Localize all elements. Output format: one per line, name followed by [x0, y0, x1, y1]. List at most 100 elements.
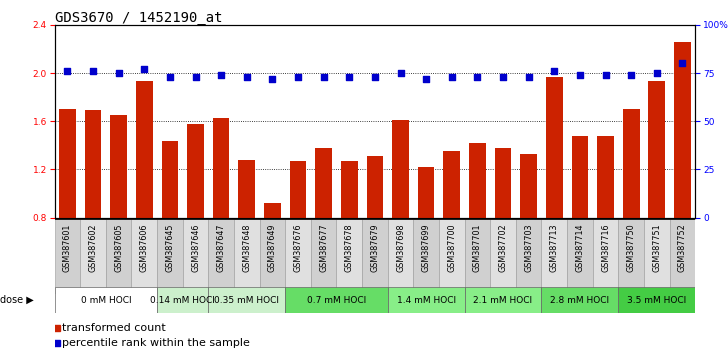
Bar [623, 109, 639, 314]
Text: 2.1 mM HOCl: 2.1 mM HOCl [473, 296, 533, 304]
Bar [55, 219, 80, 294]
Text: GSM387602: GSM387602 [89, 223, 98, 272]
Text: GSM387751: GSM387751 [652, 223, 661, 272]
Bar [341, 161, 357, 314]
Text: GSM387698: GSM387698 [396, 223, 405, 272]
Point [113, 70, 124, 76]
Bar [464, 287, 542, 313]
Bar [388, 219, 414, 294]
Bar [542, 219, 567, 294]
Text: 3.5 mM HOCl: 3.5 mM HOCl [628, 296, 687, 304]
Bar [162, 141, 178, 314]
Text: 0 mM HOCl: 0 mM HOCl [81, 296, 131, 304]
Point [87, 68, 99, 74]
Bar [469, 143, 486, 314]
Text: GSM387646: GSM387646 [191, 223, 200, 272]
Point [523, 74, 534, 80]
Text: GSM387648: GSM387648 [242, 223, 251, 272]
Bar [208, 287, 285, 313]
Point [164, 74, 175, 80]
Point [497, 74, 509, 80]
Bar [439, 219, 464, 294]
Bar [670, 219, 695, 294]
Bar [593, 219, 618, 294]
Bar [418, 167, 435, 314]
Text: GDS3670 / 1452190_at: GDS3670 / 1452190_at [55, 11, 222, 25]
Bar [443, 152, 460, 314]
Text: GSM387649: GSM387649 [268, 223, 277, 272]
Bar [234, 219, 260, 294]
Bar [649, 81, 665, 314]
Text: 0.35 mM HOCl: 0.35 mM HOCl [214, 296, 280, 304]
Point [395, 70, 406, 76]
Bar [84, 110, 101, 314]
Bar [260, 219, 285, 294]
Bar [132, 219, 157, 294]
Bar [674, 42, 691, 314]
Bar [336, 219, 362, 294]
Bar [495, 148, 511, 314]
Point [215, 72, 227, 78]
Point [420, 76, 432, 82]
Point [241, 74, 253, 80]
Text: GSM387752: GSM387752 [678, 223, 687, 272]
Text: GSM387647: GSM387647 [217, 223, 226, 272]
Text: GSM387702: GSM387702 [499, 223, 507, 272]
Text: GSM387678: GSM387678 [345, 223, 354, 272]
Point [446, 74, 458, 80]
Bar [80, 219, 106, 294]
Point [138, 66, 150, 72]
Text: GSM387699: GSM387699 [422, 223, 431, 272]
Bar [59, 109, 76, 314]
Point [472, 74, 483, 80]
Text: GSM387714: GSM387714 [575, 223, 585, 272]
Bar [315, 148, 332, 314]
Text: GSM387750: GSM387750 [627, 223, 636, 272]
Bar [516, 219, 542, 294]
Point [676, 61, 688, 66]
Bar [618, 287, 695, 313]
Bar [264, 203, 281, 314]
Text: GSM387605: GSM387605 [114, 223, 123, 272]
Point [574, 72, 586, 78]
Point [548, 68, 560, 74]
Text: dose ▶: dose ▶ [0, 295, 33, 305]
Bar [111, 115, 127, 314]
Bar [136, 81, 153, 314]
Bar [311, 219, 336, 294]
Text: 1.4 mM HOCl: 1.4 mM HOCl [397, 296, 456, 304]
Bar [542, 287, 618, 313]
Text: 2.8 mM HOCl: 2.8 mM HOCl [550, 296, 609, 304]
Point [190, 74, 202, 80]
Text: GSM387679: GSM387679 [371, 223, 379, 272]
Bar [567, 219, 593, 294]
Bar [362, 219, 388, 294]
Bar [106, 219, 132, 294]
Bar [388, 287, 464, 313]
Text: GSM387645: GSM387645 [165, 223, 175, 272]
Bar [521, 154, 537, 314]
Text: transformed count: transformed count [62, 322, 165, 332]
Bar [490, 219, 516, 294]
Point [318, 74, 330, 80]
Bar [157, 219, 183, 294]
Bar [187, 124, 204, 314]
Text: GSM387703: GSM387703 [524, 223, 533, 272]
Bar [367, 156, 383, 314]
Bar [285, 287, 388, 313]
Bar [392, 120, 409, 314]
Point [600, 72, 612, 78]
Point [266, 76, 278, 82]
Bar [546, 76, 563, 314]
Point [369, 74, 381, 80]
Text: GSM387601: GSM387601 [63, 223, 72, 272]
Bar [597, 136, 614, 314]
Point [651, 70, 662, 76]
Point [62, 68, 74, 74]
Bar [464, 219, 490, 294]
Text: GSM387716: GSM387716 [601, 223, 610, 272]
Bar [290, 161, 306, 314]
Text: GSM387677: GSM387677 [319, 223, 328, 272]
Point [344, 74, 355, 80]
Text: 0.14 mM HOCl: 0.14 mM HOCl [150, 296, 215, 304]
